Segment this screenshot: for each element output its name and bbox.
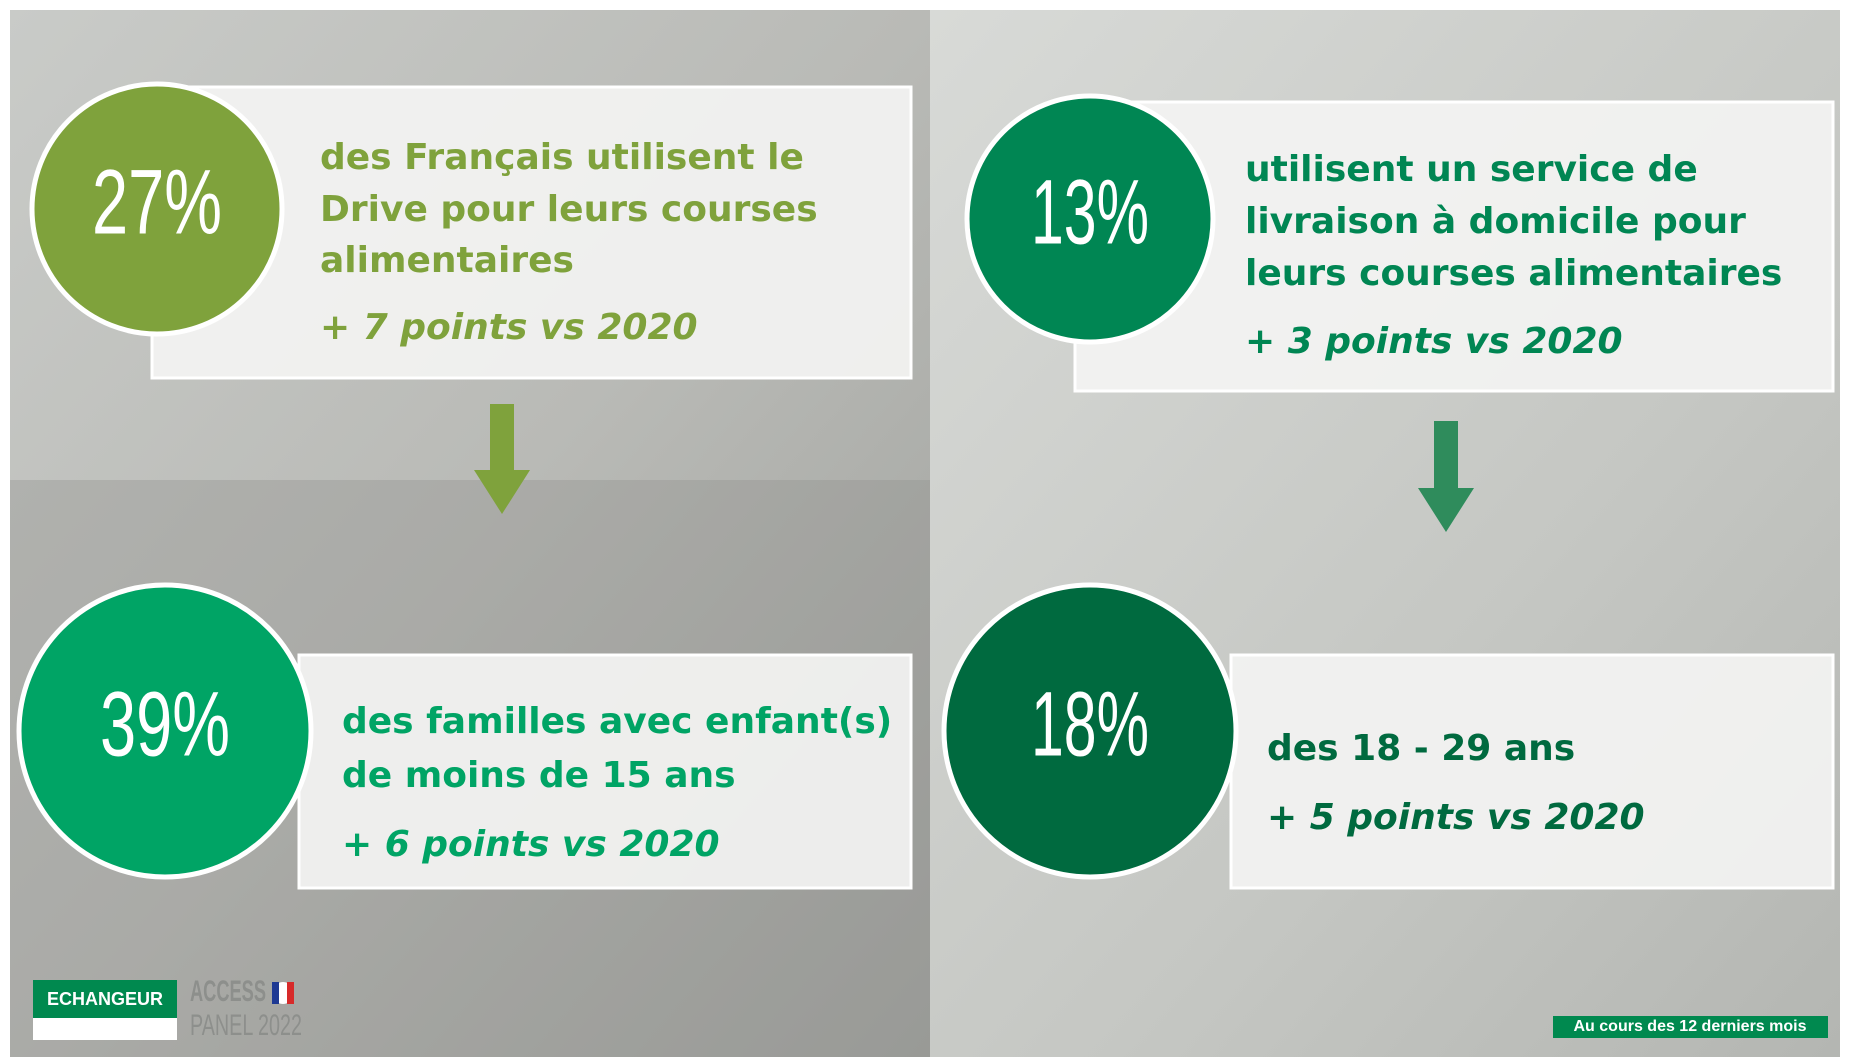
logo-text: ECHANGEUR (47, 989, 163, 1009)
card (297, 653, 913, 890)
flag-red (287, 982, 294, 1004)
stat-description: de moins de 15 ans (342, 755, 736, 796)
note-box (1553, 1016, 1828, 1038)
stat-percent: 27% (92, 151, 222, 253)
arrow (474, 404, 530, 514)
flag-blue (272, 982, 279, 1004)
logo-sub-box (33, 1018, 177, 1040)
stat-description: livraison à domicile pour (1245, 201, 1746, 242)
stat-description: Drive pour leurs courses (320, 189, 818, 230)
panel-text: PANEL 2022 (190, 1009, 302, 1042)
arrow (1418, 421, 1474, 532)
stat-circle (941, 582, 1239, 880)
logo: ECHANGEUR (33, 980, 177, 1040)
stat-description: alimentaires (320, 240, 574, 281)
card (1229, 653, 1835, 890)
stat-description: des Français utilisent le (320, 137, 804, 178)
stat-change: + 7 points vs 2020 (320, 307, 698, 348)
stat-percent: 13% (1031, 161, 1149, 263)
stat-description: des 18 - 29 ans (1267, 728, 1575, 769)
stat-description: leurs courses alimentaires (1245, 253, 1782, 294)
stat-circle (16, 582, 314, 880)
stat-circle (29, 81, 285, 337)
logo-box (33, 980, 177, 1018)
panel-text: ACCESS (190, 975, 266, 1008)
stat-change: + 3 points vs 2020 (1245, 321, 1623, 362)
stat-percent: 39% (100, 673, 230, 775)
stat-percent: 18% (1031, 673, 1149, 775)
note: Au cours des 12 derniers mois (1574, 1018, 1807, 1035)
stat-change: + 5 points vs 2020 (1267, 797, 1645, 838)
stat-description: utilisent un service de (1245, 149, 1698, 190)
stat-description: des familles avec enfant(s) (342, 701, 892, 742)
stat-circle (964, 93, 1216, 345)
stat-change: + 6 points vs 2020 (342, 824, 720, 865)
cards: 27% des Français utilisent le Drive pour l… (16, 81, 1835, 890)
